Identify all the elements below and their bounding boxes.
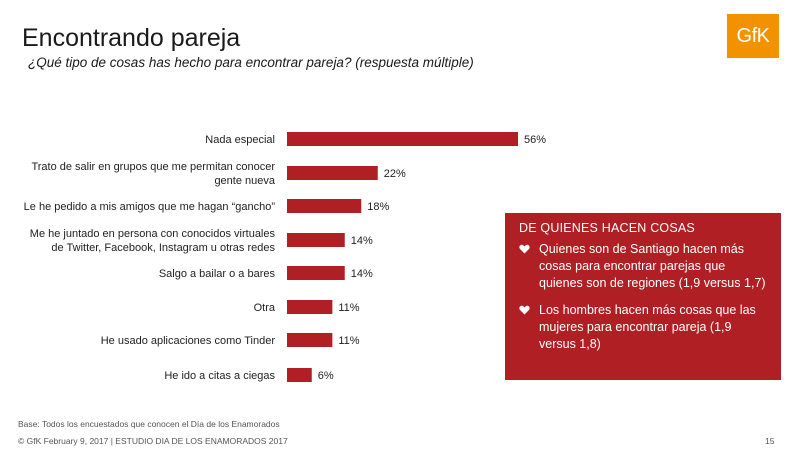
value-label: 22% [384, 168, 406, 180]
value-label: 14% [351, 268, 373, 280]
base-footnote: Base: Todos los encuestados que conocen … [18, 419, 280, 429]
page-title: Encontrando pareja [22, 24, 241, 52]
category-label: He usado aplicaciones como Tinder [101, 335, 276, 347]
insight-callout: DE QUIENES HACEN COSAS Quienes son de Sa… [505, 213, 781, 380]
callout-item-text: Quienes son de Santiago hacen más cosas … [539, 242, 766, 290]
category-label: Salgo a bailar o a bares [159, 268, 276, 280]
gfk-logo: GfK [727, 14, 779, 58]
category-label: Le he pedido a mis amigos que me hagan “… [24, 201, 276, 213]
value-label: 11% [338, 335, 359, 347]
callout-title: DE QUIENES HACEN COSAS [519, 221, 695, 235]
copyright-text: © GfK February 9, 2017 | ESTUDIO DIA DE … [18, 436, 288, 446]
value-label: 18% [367, 201, 389, 213]
value-label: 11% [338, 302, 359, 314]
bar [287, 368, 312, 382]
bar [287, 166, 378, 180]
bar [287, 333, 333, 347]
bar [287, 300, 333, 314]
callout-item: Quienes son de Santiago hacen más cosas … [519, 241, 771, 292]
category-label: Nada especial [205, 134, 275, 146]
bar [287, 233, 345, 247]
page-number: 15 [765, 436, 775, 446]
bar [287, 132, 518, 146]
category-label: Trato de salir en grupos que me permitan… [31, 161, 275, 187]
category-label: Me he juntado en persona con conocidos v… [30, 228, 276, 254]
page-subtitle: ¿Qué tipo de cosas has hecho para encont… [28, 55, 474, 70]
category-label: He ido a citas a ciegas [164, 370, 275, 382]
bar [287, 266, 345, 280]
value-label: 14% [351, 235, 373, 247]
category-label: Otra [254, 302, 276, 314]
callout-item: Los hombres hacen más cosas que las muje… [519, 302, 771, 353]
heart-icon [519, 305, 530, 315]
callout-item-text: Los hombres hacen más cosas que las muje… [539, 303, 756, 351]
value-label: 56% [524, 134, 546, 146]
heart-icon [519, 244, 530, 254]
value-label: 6% [318, 370, 334, 382]
bar [287, 199, 362, 213]
